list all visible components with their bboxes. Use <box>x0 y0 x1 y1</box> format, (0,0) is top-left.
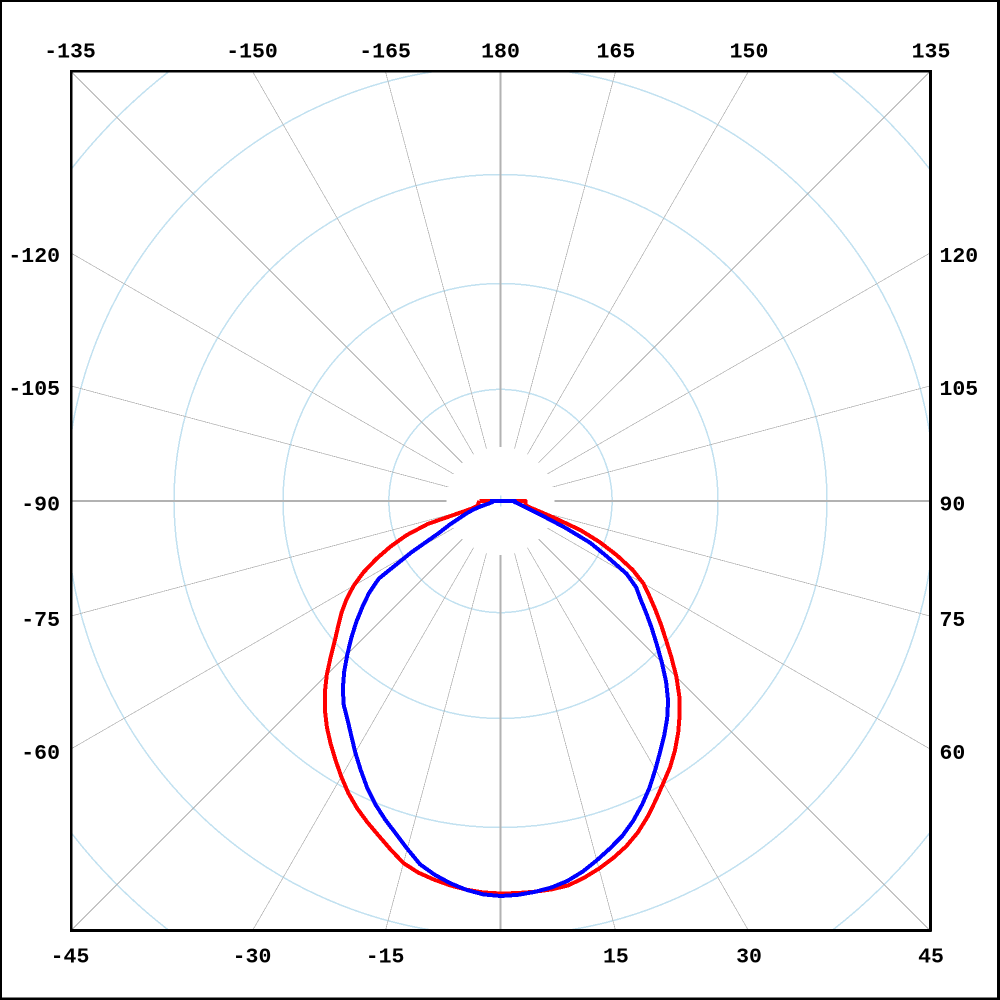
svg-text:150: 150 <box>730 41 769 65</box>
svg-text:-105: -105 <box>8 378 60 402</box>
svg-text:-150: -150 <box>226 41 278 65</box>
svg-text:75: 75 <box>940 609 966 633</box>
svg-text:-120: -120 <box>8 245 60 269</box>
svg-text:-165: -165 <box>359 41 411 65</box>
svg-text:-45: -45 <box>51 946 90 970</box>
svg-text:-75: -75 <box>21 609 60 633</box>
svg-text:90: 90 <box>940 494 966 518</box>
svg-text:-30: -30 <box>233 946 272 970</box>
svg-text:135: 135 <box>912 41 951 65</box>
svg-text:180: 180 <box>481 41 520 65</box>
svg-text:-60: -60 <box>21 742 60 766</box>
svg-text:-90: -90 <box>21 494 60 518</box>
svg-text:-135: -135 <box>44 41 96 65</box>
svg-text:-15: -15 <box>366 946 405 970</box>
svg-text:120: 120 <box>940 245 979 269</box>
svg-text:15: 15 <box>603 946 629 970</box>
svg-text:165: 165 <box>597 41 636 65</box>
svg-text:60: 60 <box>940 742 966 766</box>
svg-text:105: 105 <box>940 378 979 402</box>
svg-text:30: 30 <box>736 946 762 970</box>
svg-text:45: 45 <box>918 946 944 970</box>
